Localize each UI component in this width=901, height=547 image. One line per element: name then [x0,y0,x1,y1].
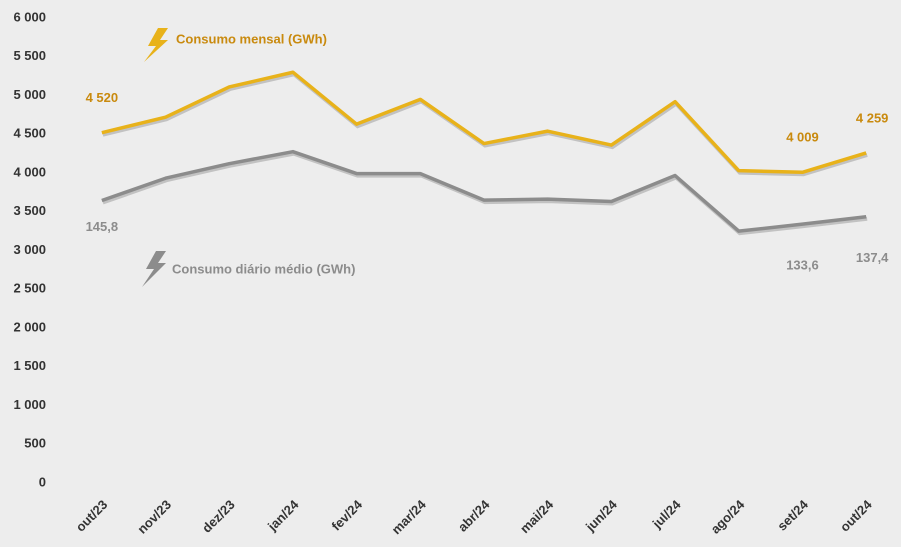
y-tick-label: 1 500 [13,358,46,373]
data-label: 145,8 [86,219,119,234]
series-label: Consumo mensal (GWh) [176,31,327,46]
line [101,149,867,233]
series-label: Consumo diário médio (GWh) [172,261,355,276]
data-label: 133,6 [786,258,819,273]
bolt-icon [144,28,168,62]
data-label: 4 009 [786,130,819,145]
y-tick-label: 5 500 [13,48,46,63]
y-tick-label: 0 [39,474,46,489]
bolt-icon [142,251,166,287]
line-shadow [102,72,868,177]
y-tick-label: 4 500 [13,126,46,141]
y-tick-label: 1 000 [13,397,46,412]
line [101,70,867,175]
y-tick-label: 3 000 [13,242,46,257]
y-tick-label: 4 000 [13,164,46,179]
y-tick-label: 6 000 [13,9,46,24]
data-label: 4 259 [856,110,889,125]
y-tick-label: 500 [24,436,46,451]
y-tick-label: 3 500 [13,203,46,218]
y-tick-label: 2 500 [13,281,46,296]
line-shadow [102,151,868,236]
y-tick-label: 5 000 [13,87,46,102]
data-label: 137,4 [856,250,889,265]
data-label: 4 520 [86,90,119,105]
y-tick-label: 2 000 [13,319,46,334]
